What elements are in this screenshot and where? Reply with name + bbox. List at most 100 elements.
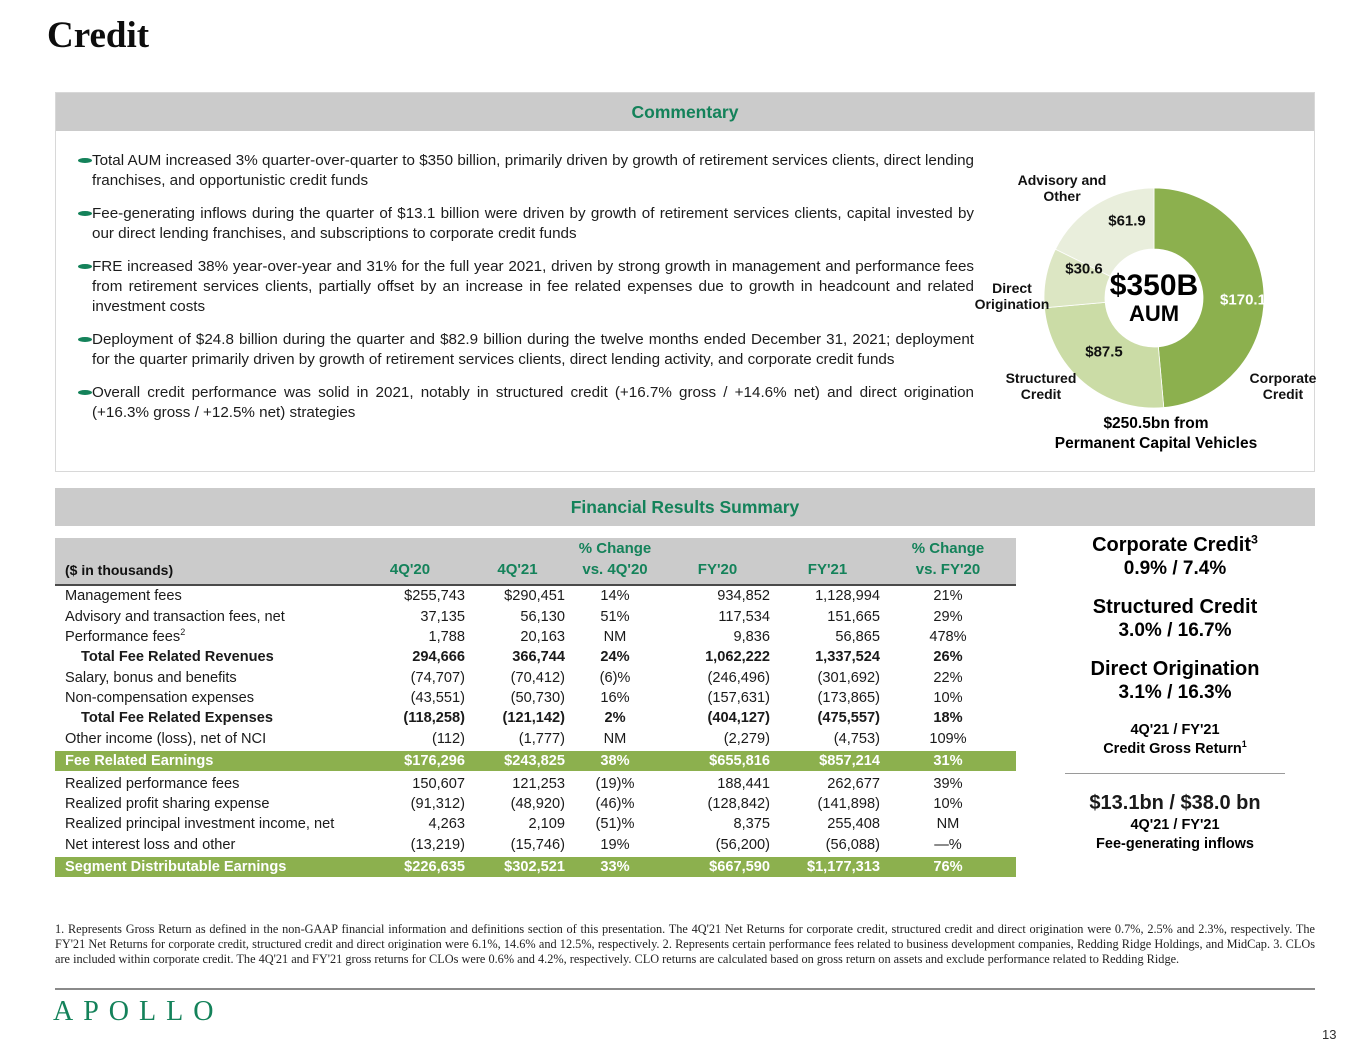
donut-slice-structured-credit	[1044, 301, 1165, 409]
cell-vsfy20: 76%	[885, 854, 1016, 880]
cell-vsfy20: 22%	[933, 669, 963, 686]
segment-value-structured: $87.5	[1085, 343, 1123, 361]
cell-4q21: (48,920)	[510, 795, 565, 812]
cell-vs4q20: (51)%	[595, 816, 635, 833]
caption-line1: $250.5bn from	[1103, 415, 1209, 432]
table-row-advisory-and-transaction-fees-net: Advisory and transaction fees, net 37,135…	[55, 606, 1016, 626]
cell-vs4q20: 19%	[600, 836, 630, 853]
segment-label-structured: Structured Credit	[1005, 370, 1077, 402]
cell-4q21: 20,163	[520, 628, 565, 645]
cell-vsfy20: 26%	[933, 649, 963, 666]
cell-vs4q20: 38%	[570, 748, 665, 774]
table-header: % Change % Change ($ in thousands) 4Q'20…	[55, 538, 1016, 585]
row-label: Salary, bonus and benefits	[65, 669, 237, 686]
inflows-value: $13.1bn / $38.0 bn	[1089, 792, 1261, 814]
cell-4q20: 150,607	[412, 775, 465, 792]
cell-4q20: (74,707)	[410, 669, 465, 686]
col-header-4q20: 4Q'20	[355, 559, 470, 585]
sidebar-corporate-credit-title: Corporate Credit3	[1060, 533, 1290, 557]
bullet-text: FRE increased 38% year-over-year and 31%…	[92, 258, 974, 315]
cell-fy21: 56,865	[835, 628, 880, 645]
footer-rule	[55, 988, 1315, 990]
cell-vsfy20: 21%	[933, 588, 963, 605]
donut-total-aum: $350B	[1109, 269, 1199, 302]
cell-fy21: (475,557)	[817, 710, 880, 727]
row-label: Other income (loss), net of NCI	[65, 730, 267, 747]
cell-vs4q20: 14%	[600, 588, 630, 605]
cell-fy21: 1,337,524	[815, 649, 880, 666]
gross-return-text: Credit Gross Return	[1103, 741, 1242, 757]
bullet-text: Total AUM increased 3% quarter-over-quar…	[92, 152, 974, 189]
sidebar-structured-credit-value: 3.0% / 16.7%	[1118, 620, 1232, 641]
cell-fy20: 188,441	[717, 775, 770, 792]
unit-label: ($ in thousands)	[55, 559, 355, 585]
cell-4q20: 4,263	[428, 816, 465, 833]
cell-4q21: 56,130	[520, 608, 565, 625]
row-label: Segment Distributable Earnings	[55, 854, 355, 880]
table-row-total-fee-related-expenses: Total Fee Related Expenses (118,258) (121,…	[55, 708, 1016, 728]
row-label: Total Fee Related Expenses	[81, 710, 273, 727]
segment-label-corporate: Corporate Credit	[1249, 370, 1317, 402]
cell-fy20: (157,631)	[707, 690, 770, 707]
apollo-logo: APOLLO	[53, 996, 224, 1027]
cell-vs4q20: 16%	[600, 690, 630, 707]
cell-fy20: (56,200)	[715, 836, 770, 853]
footnote-ref-3: 3	[1251, 532, 1258, 547]
commentary-bullet-5: Overall credit performance was solid in …	[78, 383, 974, 423]
cell-fy21: (173,865)	[817, 690, 880, 707]
cell-fy21: $1,177,313	[775, 854, 885, 880]
cell-fy20: 1,062,222	[705, 649, 770, 666]
cell-vsfy20: 10%	[933, 690, 963, 707]
sidebar-direct-origination-value: 3.1% / 16.3%	[1118, 682, 1232, 703]
cell-vsfy20: 109%	[929, 730, 967, 747]
cell-4q20: (13,219)	[410, 836, 465, 853]
table-row-net-interest-loss-and-other: Net interest loss and other (13,219) (15,7…	[55, 835, 1016, 856]
cell-4q21: $302,521	[470, 854, 570, 880]
returns-sidebar: Corporate Credit3 0.9% / 7.4% Structured…	[1060, 533, 1290, 854]
aum-chart-area: Advisory and Other $61.9 $30.6 Direct Or…	[971, 151, 1317, 463]
bullet-text: Deployment of $24.8 billion during the q…	[92, 331, 974, 368]
table-row-performance-fees: Performance fees2 1,788 20,163 NM 9,836 56,86…	[55, 627, 1016, 647]
commentary-bullet-3: FRE increased 38% year-over-year and 31%…	[78, 257, 974, 317]
cell-vs4q20: 51%	[600, 608, 630, 625]
cell-fy21: 151,665	[827, 608, 880, 625]
cell-4q20: (91,312)	[410, 795, 465, 812]
inflows-period: 4Q'21 / FY'21	[1130, 817, 1220, 833]
cell-4q20: 1,788	[428, 628, 465, 645]
cell-vsfy20: 18%	[933, 710, 963, 727]
bullet-icon	[78, 264, 92, 269]
commentary-header-bar: Commentary	[56, 93, 1314, 131]
cell-4q20: $226,635	[355, 854, 470, 880]
cell-4q20: (112)	[432, 730, 465, 747]
cell-fy20: $667,590	[665, 854, 775, 880]
aum-donut-chart	[1043, 187, 1265, 409]
cell-4q21: $243,825	[470, 748, 570, 774]
cell-4q21: $290,451	[504, 588, 565, 605]
cell-vsfy20: 31%	[885, 748, 1016, 774]
table-row-non-compensation-expenses: Non-compensation expenses (43,551) (50,730…	[55, 688, 1016, 708]
col-header-fy21: FY'21	[775, 559, 885, 585]
donut-aum-label: AUM	[1128, 301, 1180, 326]
row-label: Net interest loss and other	[65, 836, 236, 853]
row-label: Management fees	[65, 588, 182, 605]
page-number: 13	[1322, 1027, 1337, 1042]
col-header-vsfy20: vs. FY'20	[885, 559, 1016, 585]
bullet-icon	[78, 158, 92, 163]
cell-fy20: (128,842)	[707, 795, 770, 812]
table-row-salary-bonus-and-benefits: Salary, bonus and benefits (74,707) (70,41…	[55, 668, 1016, 688]
financial-results-table: % Change % Change ($ in thousands) 4Q'20…	[55, 538, 1016, 880]
row-label: Non-compensation expenses	[65, 690, 255, 707]
cell-fy21: (301,692)	[817, 669, 880, 686]
inflows-label: Fee-generating inflows	[1096, 836, 1254, 852]
table-row-realized-performance-fees: Realized performance fees 150,607 121,253 (…	[55, 772, 1016, 793]
cell-fy21: 1,128,994	[815, 588, 880, 605]
bullet-icon	[78, 211, 92, 216]
cell-vs4q20: (46)%	[595, 795, 635, 812]
cell-vsfy20: NM	[936, 816, 960, 833]
cell-fy20: (246,496)	[707, 669, 770, 686]
row-label: Realized performance fees	[65, 775, 240, 792]
cell-4q21: (15,746)	[510, 836, 565, 853]
cell-fy20: (2,279)	[723, 730, 770, 747]
bullet-icon	[78, 390, 92, 395]
cell-4q20: $176,296	[355, 748, 470, 774]
